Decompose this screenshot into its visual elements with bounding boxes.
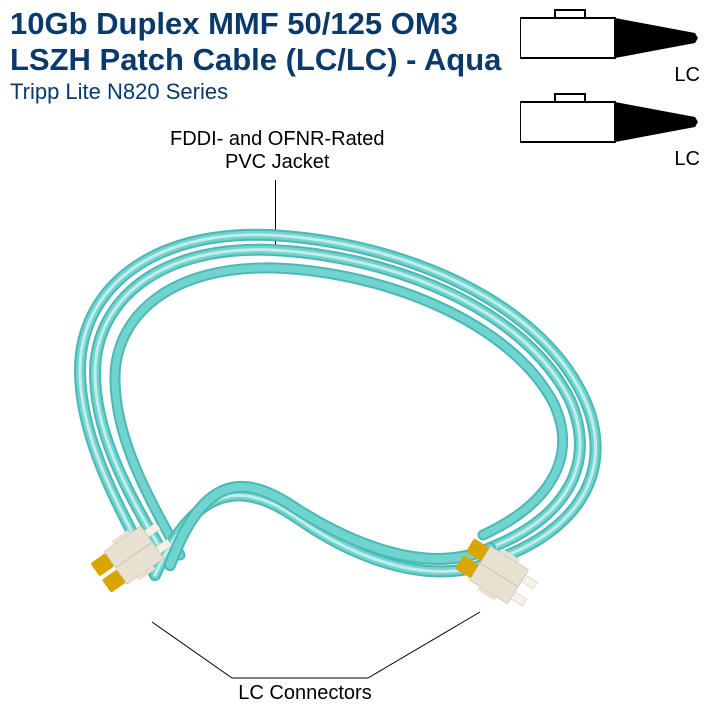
cable-drawing — [0, 0, 715, 715]
connectors-callout-label: LC Connectors — [235, 682, 375, 705]
